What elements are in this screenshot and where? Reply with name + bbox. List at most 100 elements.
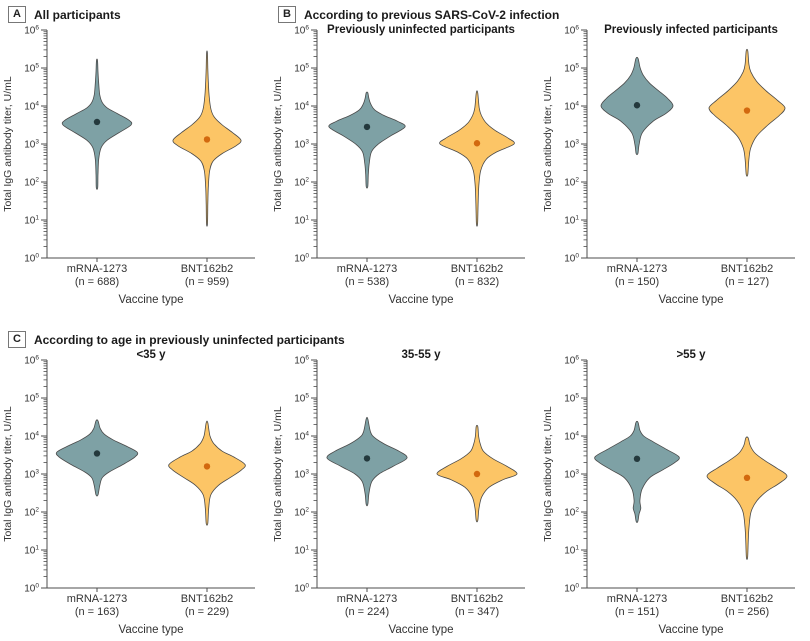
median-dot-bnt162b2: [203, 136, 211, 143]
x-axis-title: Vaccine type: [389, 624, 454, 636]
violin-chart: 100 101 102 103 104 105 106 Total IgG antibody …: [542, 355, 795, 636]
y-tick-label: 103: [294, 139, 309, 151]
subtitle-over-55: >55 y: [676, 349, 706, 361]
panel-c-title: According to age in previously uninfecte…: [33, 332, 345, 347]
panel-a-header: A All participants: [8, 6, 121, 23]
y-tick-label: 101: [294, 215, 309, 227]
y-tick-label: 105: [564, 393, 579, 405]
violin-shape-mrna-1273: [55, 419, 139, 497]
panel-c-label: C: [8, 331, 26, 348]
category-label: mRNA-1273: [337, 593, 398, 605]
y-tick-label: 102: [564, 507, 579, 519]
y-tick-label: 100: [564, 253, 579, 265]
y-tick-label: 106: [564, 25, 579, 37]
y-tick-label: 104: [294, 431, 309, 443]
category-n-label: (n = 224): [345, 606, 389, 618]
y-tick-label: 100: [294, 583, 309, 595]
subtitle-previously-uninfected: Previously uninfected participants: [327, 24, 515, 36]
violin-shape-bnt162b2: [706, 436, 788, 560]
y-tick-label: 104: [294, 101, 309, 113]
y-tick-label: 106: [294, 25, 309, 37]
panel-a-label: A: [8, 6, 26, 23]
category-label: mRNA-1273: [607, 593, 668, 605]
y-axis-title: Total IgG antibody titer, U/mL: [2, 406, 14, 542]
y-tick-label: 105: [294, 393, 309, 405]
y-tick-label: 101: [24, 215, 39, 227]
y-tick-label: 104: [564, 101, 579, 113]
panel-b-title: According to previous SARS-CoV-2 infecti…: [303, 7, 560, 22]
category-label: BNT162b2: [721, 593, 774, 605]
median-dot-mrna-1273: [93, 450, 101, 457]
y-axis-title: Total IgG antibody titer, U/mL: [2, 76, 14, 212]
category-n-label: (n = 150): [615, 276, 659, 288]
y-tick-label: 102: [564, 177, 579, 189]
median-dot-mrna-1273: [93, 118, 101, 126]
y-tick-label: 106: [24, 355, 39, 367]
x-axis-title: Vaccine type: [389, 294, 454, 306]
category-label: BNT162b2: [181, 263, 234, 275]
y-tick-label: 103: [24, 469, 39, 481]
category-n-label: (n = 688): [75, 276, 119, 288]
y-tick-label: 101: [564, 545, 579, 557]
y-axis-title: Total IgG antibody titer, U/mL: [272, 406, 284, 542]
panel-c-header: C According to age in previously uninfec…: [8, 331, 345, 348]
violin-shape-mrna-1273: [594, 420, 680, 523]
category-n-label: (n = 163): [75, 606, 119, 618]
subplot-previously-infected: 100 101 102 103 104 105 106 Total IgG antibody …: [540, 0, 810, 323]
category-label: mRNA-1273: [67, 593, 128, 605]
median-dot-bnt162b2: [743, 107, 751, 114]
category-n-label: (n = 256): [725, 606, 769, 618]
x-axis-title: Vaccine type: [659, 624, 724, 636]
y-tick-label: 102: [294, 177, 309, 189]
y-tick-label: 104: [24, 101, 39, 113]
subplot-all-participants: 100 101 102 103 104 105 106 Total IgG antibody …: [0, 0, 270, 323]
y-tick-label: 100: [294, 253, 309, 265]
median-dot-mrna-1273: [363, 455, 371, 462]
y-tick-label: 102: [24, 177, 39, 189]
x-axis-title: Vaccine type: [119, 294, 184, 306]
y-tick-label: 103: [24, 139, 39, 151]
category-label: BNT162b2: [721, 263, 774, 275]
y-axis-title: Total IgG antibody titer, U/mL: [542, 406, 554, 542]
subtitle-35-55: 35-55 y: [401, 349, 441, 361]
violin-chart: 100 101 102 103 104 105 106 Total IgG antibody …: [2, 25, 255, 306]
panel-b-header: B According to previous SARS-CoV-2 infec…: [278, 6, 559, 23]
x-axis-title: Vaccine type: [119, 624, 184, 636]
violin-chart: 100 101 102 103 104 105 106 Total IgG antibody …: [2, 355, 255, 636]
y-tick-label: 101: [564, 215, 579, 227]
y-tick-label: 101: [294, 545, 309, 557]
median-dot-mrna-1273: [633, 102, 641, 109]
subplot-previously-uninfected: 100 101 102 103 104 105 106 Total IgG antibody …: [270, 0, 540, 323]
category-n-label: (n = 229): [185, 606, 229, 618]
category-label: BNT162b2: [451, 593, 504, 605]
median-dot-bnt162b2: [203, 463, 211, 470]
median-dot-bnt162b2: [743, 474, 751, 481]
category-n-label: (n = 832): [455, 276, 499, 288]
subtitle-previously-infected: Previously infected participants: [604, 24, 778, 36]
y-tick-label: 101: [24, 545, 39, 557]
subplot-age-over-55: 100 101 102 103 104 105 106 Total IgG antibody …: [540, 330, 810, 641]
median-dot-mrna-1273: [363, 123, 371, 131]
category-n-label: (n = 347): [455, 606, 499, 618]
category-label: BNT162b2: [451, 263, 504, 275]
violin-shape-bnt162b2: [168, 420, 246, 526]
y-tick-label: 106: [564, 355, 579, 367]
y-tick-label: 105: [24, 393, 39, 405]
x-axis-title: Vaccine type: [659, 294, 724, 306]
violin-shape-bnt162b2: [439, 90, 515, 227]
median-dot-bnt162b2: [473, 470, 481, 478]
y-tick-label: 104: [24, 431, 39, 443]
subtitle-under-35: <35 y: [136, 349, 166, 361]
category-label: BNT162b2: [181, 593, 234, 605]
panel-b-label: B: [278, 6, 296, 23]
y-tick-label: 102: [24, 507, 39, 519]
y-tick-label: 100: [24, 583, 39, 595]
category-n-label: (n = 959): [185, 276, 229, 288]
y-axis-title: Total IgG antibody titer, U/mL: [542, 76, 554, 212]
y-tick-label: 102: [294, 507, 309, 519]
median-dot-mrna-1273: [633, 455, 641, 462]
subplot-age-under-35: 100 101 102 103 104 105 106 Total IgG antibody …: [0, 330, 270, 641]
category-n-label: (n = 151): [615, 606, 659, 618]
category-label: mRNA-1273: [337, 263, 398, 275]
